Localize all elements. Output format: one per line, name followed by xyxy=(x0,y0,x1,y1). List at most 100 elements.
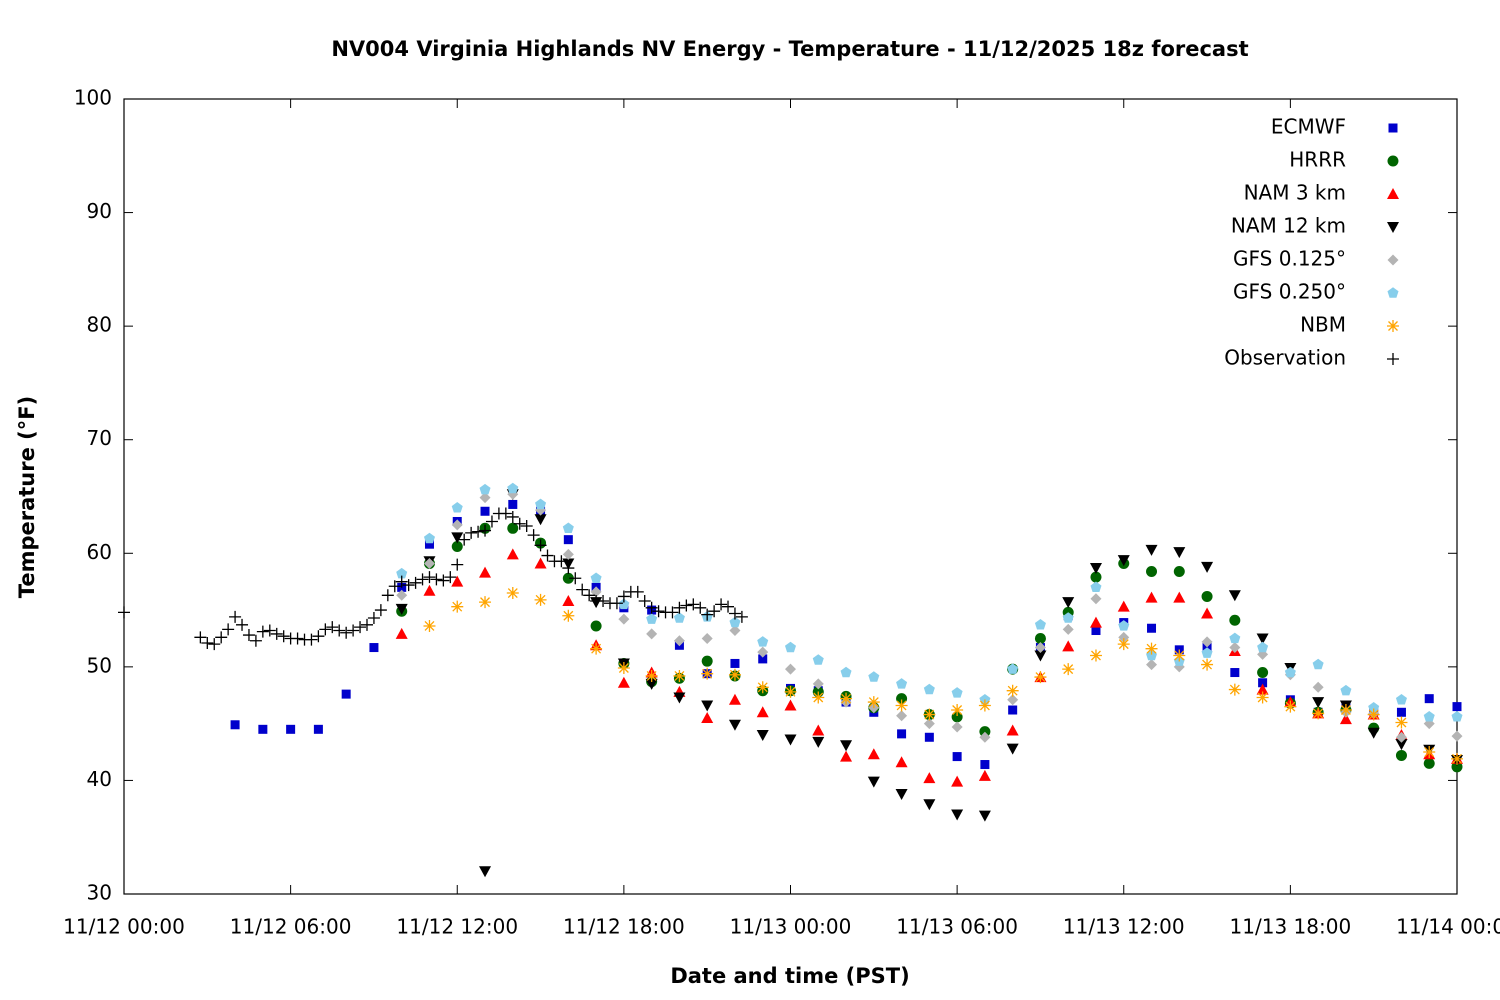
data-point xyxy=(867,748,880,760)
data-point xyxy=(506,587,519,600)
data-point xyxy=(506,548,519,560)
data-point xyxy=(479,596,492,609)
data-point xyxy=(590,620,602,632)
legend-marker xyxy=(1387,353,1399,365)
data-point xyxy=(1062,597,1075,609)
data-point xyxy=(1090,581,1102,593)
data-point xyxy=(583,589,596,602)
legend-marker xyxy=(1387,254,1399,266)
data-point xyxy=(222,623,235,636)
data-point xyxy=(978,769,991,781)
data-point xyxy=(617,590,630,603)
data-point xyxy=(236,618,249,631)
data-point xyxy=(812,736,825,748)
data-point xyxy=(534,557,547,569)
data-point xyxy=(374,604,387,617)
data-point xyxy=(666,606,679,619)
data-point xyxy=(951,711,963,723)
data-point xyxy=(395,575,408,588)
data-point xyxy=(840,692,853,705)
data-point xyxy=(208,638,221,651)
data-point xyxy=(1091,626,1101,636)
data-point xyxy=(479,866,492,878)
data-point xyxy=(451,558,464,571)
data-point xyxy=(1201,658,1214,671)
data-point xyxy=(381,589,394,602)
data-point xyxy=(1395,693,1407,705)
data-point xyxy=(645,669,658,682)
data-point xyxy=(1451,711,1463,722)
data-point xyxy=(249,634,262,647)
data-point xyxy=(597,594,610,607)
data-point xyxy=(1118,620,1130,631)
data-point xyxy=(1395,731,1407,743)
y-tick-label: 90 xyxy=(87,199,112,223)
data-point xyxy=(527,529,540,542)
data-point xyxy=(646,628,658,640)
data-point xyxy=(423,584,436,596)
data-point xyxy=(951,809,964,821)
y-tick-label: 50 xyxy=(87,653,112,677)
data-point xyxy=(313,724,323,734)
data-point xyxy=(812,724,825,736)
data-point xyxy=(388,580,401,593)
data-point xyxy=(270,627,283,640)
data-point xyxy=(215,631,228,644)
chart-title: NV004 Virginia Highlands NV Energy - Tem… xyxy=(331,37,1248,61)
data-point xyxy=(1006,743,1019,755)
data-point xyxy=(451,519,463,531)
data-point xyxy=(645,601,658,614)
data-point xyxy=(1312,658,1324,670)
data-point xyxy=(194,631,207,644)
data-point xyxy=(1229,642,1241,654)
data-point xyxy=(708,605,721,618)
data-point xyxy=(1312,707,1325,720)
data-point xyxy=(673,601,686,614)
data-point xyxy=(812,691,825,704)
data-point xyxy=(451,575,464,587)
data-point xyxy=(701,667,714,680)
data-point xyxy=(673,612,685,623)
legend-marker xyxy=(1387,222,1399,233)
data-point xyxy=(923,683,935,695)
data-point xyxy=(590,572,602,583)
data-point xyxy=(979,731,991,743)
data-point xyxy=(507,482,519,494)
data-point xyxy=(618,598,630,610)
data-point xyxy=(423,532,435,544)
data-point xyxy=(784,699,797,711)
data-point xyxy=(479,483,491,495)
data-point xyxy=(1117,600,1130,612)
data-point xyxy=(479,524,492,537)
data-point xyxy=(479,566,492,578)
data-point xyxy=(423,571,436,584)
data-point xyxy=(757,646,769,658)
data-point xyxy=(1117,638,1130,651)
data-point xyxy=(868,671,880,682)
data-point xyxy=(895,789,908,801)
data-point xyxy=(980,760,990,770)
data-point xyxy=(729,616,741,628)
x-tick-label: 11/13 18:00 xyxy=(1230,915,1352,939)
data-point xyxy=(576,583,589,596)
data-point xyxy=(923,772,936,784)
x-tick-label: 11/13 12:00 xyxy=(1063,915,1185,939)
data-point xyxy=(673,669,686,682)
data-point xyxy=(701,700,714,712)
data-point xyxy=(610,597,623,610)
data-point xyxy=(784,685,797,698)
data-point xyxy=(951,721,963,733)
data-point xyxy=(1201,636,1213,648)
y-tick-label: 80 xyxy=(87,313,112,337)
data-point xyxy=(1146,565,1158,577)
data-point xyxy=(923,799,936,811)
data-point xyxy=(1118,631,1130,643)
legend-label: Observation xyxy=(1224,346,1346,370)
data-point xyxy=(520,520,533,533)
data-point xyxy=(1312,681,1324,693)
data-point xyxy=(506,510,519,523)
data-point xyxy=(508,499,518,509)
data-point xyxy=(1034,619,1046,630)
data-point xyxy=(312,630,325,643)
